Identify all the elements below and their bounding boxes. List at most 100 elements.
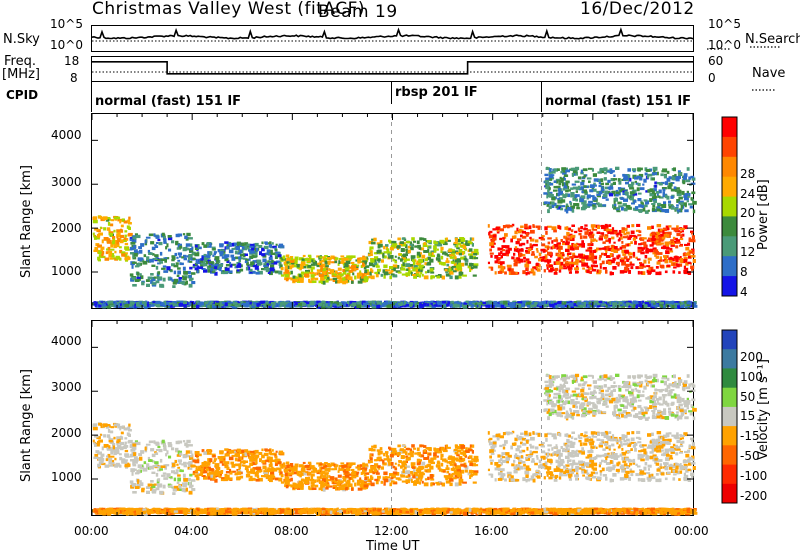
power-cb-tick: 28 — [740, 167, 756, 181]
power-echo-cell — [669, 303, 673, 306]
power-echo-cell — [507, 226, 510, 229]
power-echo-cell — [248, 266, 251, 271]
power-echo-cell — [179, 277, 181, 281]
power-echo-cell — [234, 303, 239, 307]
power-echo-cell — [503, 304, 506, 308]
power-echo-cell — [344, 301, 347, 305]
power-echo-cell — [590, 195, 595, 198]
power-echo-cell — [619, 233, 623, 237]
power-echo-cell — [388, 255, 392, 259]
power-echo-cell — [656, 242, 659, 246]
power-echo-cell — [460, 256, 465, 260]
power-echo-cell — [360, 276, 365, 281]
power-echo-cell — [592, 204, 596, 207]
power-echo-cell — [127, 219, 131, 223]
velocity-echo-cell — [103, 434, 107, 438]
power-echo-cell — [409, 243, 414, 248]
power-echo-cell — [311, 280, 317, 283]
power-echo-cell — [365, 300, 369, 304]
power-echo-cell — [609, 193, 614, 197]
power-echo-cell — [344, 267, 350, 271]
power-echo-cell — [185, 243, 191, 247]
power-echo-cell — [255, 254, 258, 258]
power-echo-cell — [557, 254, 562, 257]
power-ytick-2000: 2000 — [51, 221, 82, 235]
power-echo-cell — [660, 173, 664, 177]
power-echo-cell — [186, 232, 191, 237]
power-echo-cell — [504, 233, 508, 237]
power-echo-cell — [637, 182, 641, 187]
power-echo-cell — [452, 303, 458, 308]
power-echo-cell — [214, 263, 219, 268]
power-echo-cell — [629, 261, 633, 265]
power-echo-cell — [162, 265, 167, 268]
power-echo-cell — [440, 255, 444, 260]
power-echo-cell — [685, 267, 689, 272]
power-echo-cell — [559, 265, 563, 270]
power-echo-cell — [591, 259, 594, 263]
power-echo-cell — [567, 233, 573, 237]
power-echo-cell — [373, 252, 378, 255]
power-echo-cell — [247, 245, 250, 248]
power-echo-cell — [97, 250, 101, 254]
power-echo-cell — [191, 304, 196, 308]
power-echo-cell — [629, 263, 635, 266]
power-echo-cell — [583, 235, 588, 239]
power-echo-cell — [254, 242, 259, 247]
power-echo-cell — [133, 252, 138, 257]
power-echo-cell — [561, 301, 564, 306]
power-echo-cell — [290, 270, 293, 275]
power-echo-cell — [298, 277, 304, 282]
power-echo-cell — [527, 248, 532, 251]
frequency-line — [92, 60, 693, 75]
power-echo-cell — [651, 207, 656, 212]
power-echo-cell — [342, 277, 346, 281]
power-echo-cell — [325, 276, 330, 281]
power-echo-cell — [430, 300, 435, 303]
power-echo-cell — [627, 168, 631, 172]
power-echo-cell — [668, 225, 672, 228]
power-echo-cell — [106, 227, 111, 231]
power-echo-cell — [586, 177, 592, 180]
freq-tick-bottom: 8 — [70, 71, 78, 85]
power-echo-cell — [184, 275, 188, 279]
power-echo-cell — [274, 256, 278, 259]
power-echo-cell — [619, 190, 622, 193]
power-echo-cell — [172, 281, 177, 285]
power-echo-cell — [218, 263, 223, 267]
power-echo-cell — [261, 253, 266, 257]
power-echo-cell — [563, 185, 567, 189]
power-echo-cell — [584, 263, 587, 267]
power-echo-cell — [113, 239, 118, 244]
power-echo-cell — [642, 304, 648, 308]
velocity-echo-cell — [103, 444, 109, 448]
power-echo-cell — [636, 175, 641, 179]
power-echo-cell — [228, 243, 232, 247]
power-echo-cell — [663, 174, 667, 179]
power-echo-cell — [284, 265, 288, 269]
power-echo-cell — [551, 226, 557, 231]
power-echo-cell — [357, 280, 363, 284]
power-echo-cell — [261, 268, 265, 271]
power-echo-cell — [132, 256, 137, 260]
power-echo-cell — [608, 247, 613, 252]
power-echo-cell — [622, 236, 628, 239]
power-echo-cell — [368, 253, 373, 256]
power-echo-cell — [599, 265, 602, 269]
power-echo-cell — [454, 237, 458, 242]
power-echo-cell — [596, 193, 601, 196]
power-echo-cell — [562, 170, 567, 174]
power-echo-cell — [669, 247, 673, 252]
velocity-echo-cell — [128, 429, 132, 432]
power-echo-cell — [653, 188, 657, 192]
power-echo-cell — [198, 266, 204, 269]
power-echo-cell — [324, 261, 328, 265]
power-echo-cell — [199, 301, 204, 306]
power-echo-cell — [515, 241, 520, 245]
power-echo-cell — [163, 270, 169, 273]
power-echo-cell — [645, 169, 651, 172]
power-echo-cell — [671, 242, 675, 245]
power-echo-cell — [530, 268, 535, 273]
power-echo-cell — [558, 180, 564, 183]
power-echo-cell — [348, 270, 352, 273]
